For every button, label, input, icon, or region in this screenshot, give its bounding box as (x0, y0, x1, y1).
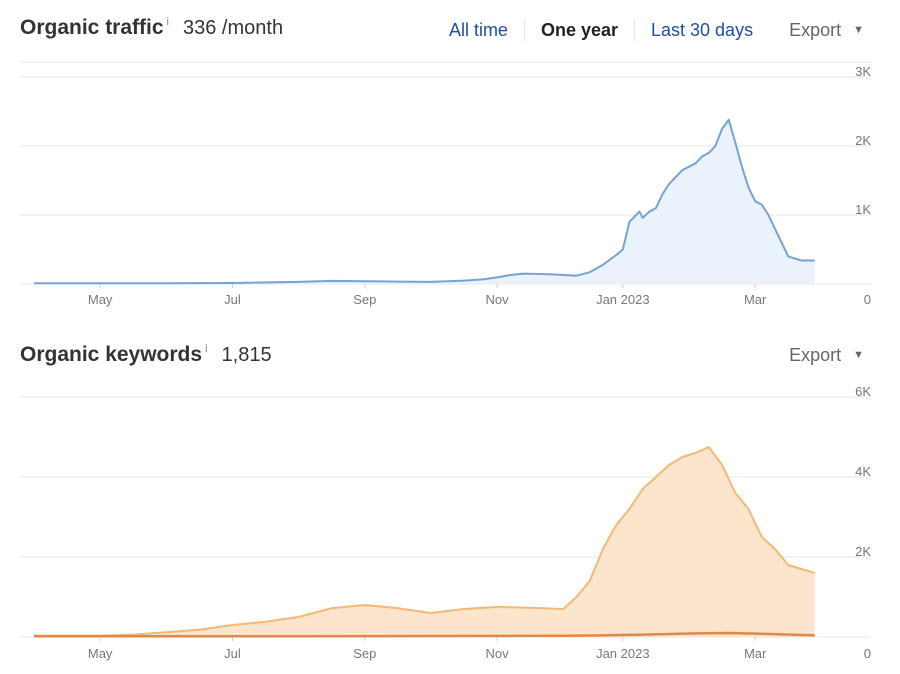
series-area-0 (34, 447, 815, 637)
x-tick-label: Jan 2023 (596, 646, 650, 661)
x-tick-label: Jan 2023 (596, 292, 650, 307)
chevron-down-icon: ▼ (853, 349, 864, 361)
keywords-header: Organic keywords i 1,815 (20, 340, 272, 370)
y-tick-label: 3K (855, 64, 871, 79)
export-label: Export (789, 344, 842, 365)
divider (634, 19, 635, 41)
traffic-controls: All time One year Last 30 days Export ▼ (433, 15, 864, 45)
keywords-export-button[interactable]: Export ▼ (789, 345, 864, 366)
keywords-chart: 0 2K 4K 6K May Jul Sep Nov Jan 2023 Mar (20, 384, 871, 661)
divider (523, 19, 525, 41)
x-tick-label: Sep (353, 646, 376, 661)
export-label: Export (789, 19, 842, 40)
series-line-0 (34, 446, 815, 637)
traffic-export-button[interactable]: Export ▼ (789, 20, 864, 41)
traffic-title: Organic traffic (20, 16, 164, 39)
x-tick-label: Mar (744, 646, 767, 661)
y-tick-label: 1K (855, 202, 871, 217)
y-tick-label: 0 (864, 646, 871, 661)
x-tick-label: Nov (486, 646, 510, 661)
y-tick-label: 2K (855, 133, 871, 148)
y-tick-label: 6K (855, 384, 871, 399)
range-last-30-days-button[interactable]: Last 30 days (651, 19, 754, 40)
traffic-header: Organic traffic i 336 /month (20, 13, 283, 43)
x-tick-label: May (88, 292, 113, 307)
organic-keywords-panel: Organic keywords i 1,815 Export ▼ 0 2K 4K 6… (0, 325, 900, 674)
x-tick-label: Sep (353, 292, 376, 307)
series-area-0 (34, 119, 815, 284)
y-tick-label: 4K (855, 464, 871, 479)
traffic-chart: 0 1K 2K 3K May Jul Sep Nov Jan 2023 Mar (20, 61, 871, 307)
info-icon[interactable]: i (205, 343, 208, 355)
series-line-1 (34, 631, 815, 638)
keywords-metric: 1,815 (221, 343, 272, 366)
x-tick-label: Nov (486, 292, 510, 307)
range-all-time-button[interactable]: All time (448, 19, 508, 40)
x-tick-label: Jul (224, 292, 241, 307)
info-icon[interactable]: i (166, 16, 169, 28)
x-tick-label: Mar (744, 292, 767, 307)
x-tick-label: Jul (224, 646, 241, 661)
y-tick-label: 2K (855, 544, 871, 559)
x-tick-label: May (88, 646, 113, 661)
keywords-controls: Export ▼ (769, 340, 864, 370)
keywords-title: Organic keywords (20, 343, 203, 366)
series-line-0 (34, 118, 815, 285)
range-one-year-button[interactable]: One year (540, 19, 618, 40)
chevron-down-icon: ▼ (853, 24, 864, 36)
y-tick-label: 0 (864, 292, 871, 307)
organic-traffic-panel: Organic traffic i 336 /month All time On… (0, 0, 900, 320)
traffic-metric: 336 /month (183, 16, 284, 39)
